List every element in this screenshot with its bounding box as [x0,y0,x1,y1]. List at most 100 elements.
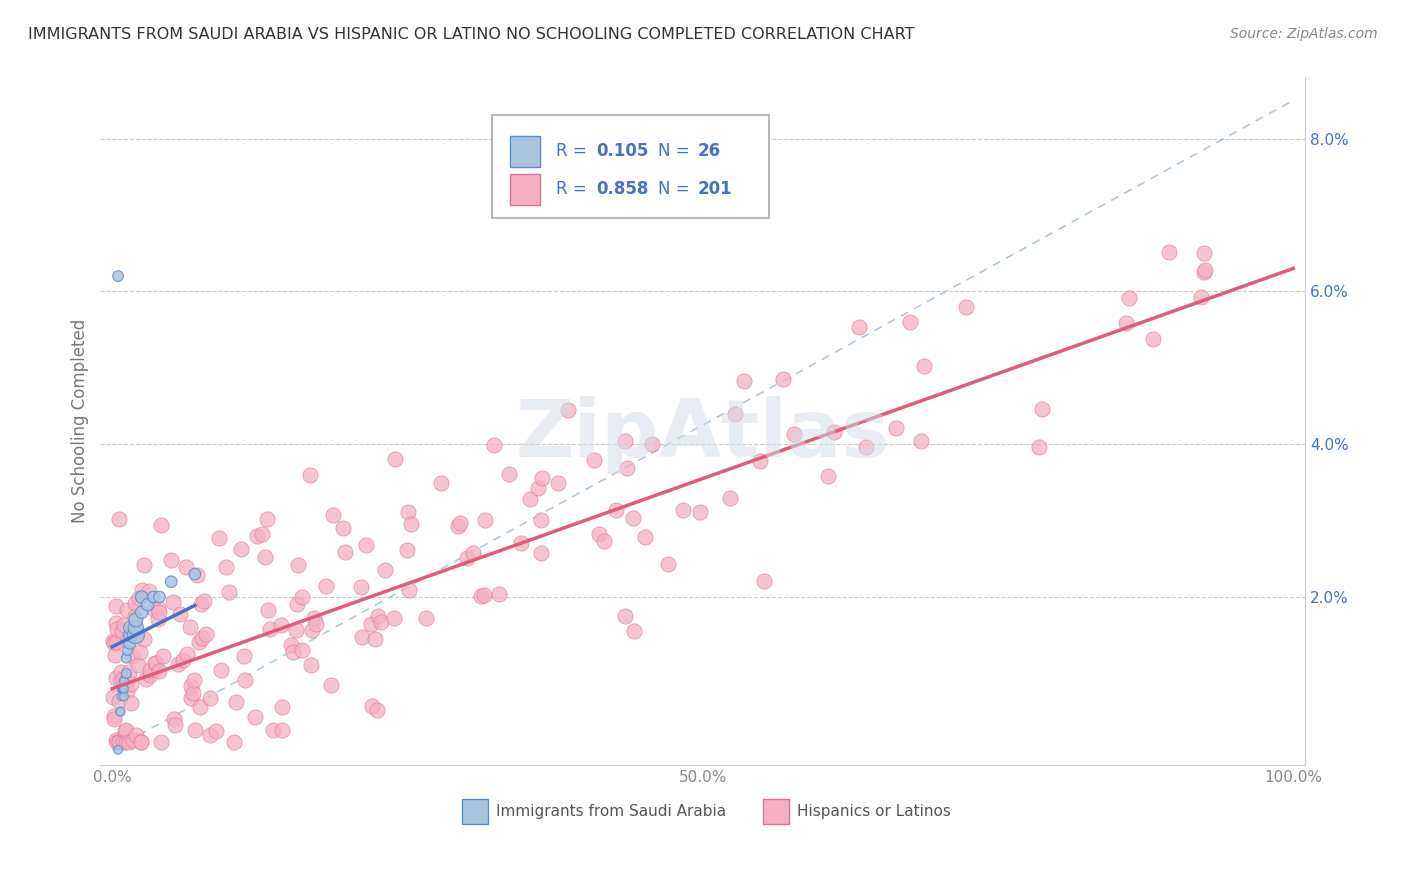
FancyBboxPatch shape [461,799,488,823]
Point [301,623,323,637]
Point [718,491,741,506]
Text: 201: 201 [697,180,733,198]
Point [530,546,553,560]
Y-axis label: No Schooling Completed: No Schooling Completed [72,319,89,524]
Point [111,624,134,639]
Text: R =: R = [555,180,592,198]
Point [160,574,183,589]
Point [107,743,129,757]
Point [360,698,382,713]
Point [1189,290,1212,304]
Point [115,735,138,749]
Point [125,621,148,635]
Point [120,677,142,691]
Point [395,543,418,558]
Point [112,617,135,632]
Text: ZipAtlas: ZipAtlas [516,396,890,474]
Point [110,690,132,704]
Text: 0.858: 0.858 [596,180,650,198]
Point [138,668,160,682]
Point [132,558,155,572]
Point [104,616,127,631]
Point [103,708,125,723]
Point [112,690,135,704]
Point [142,590,165,604]
Point [583,453,606,467]
Point [179,679,201,693]
Text: N =: N = [658,142,695,160]
Point [148,605,170,619]
Point [183,673,205,688]
Point [111,673,134,687]
Point [120,696,142,710]
Point [117,632,139,647]
Point [148,664,170,678]
Point [117,643,139,657]
Point [270,618,292,632]
FancyBboxPatch shape [510,174,540,204]
Point [322,508,344,522]
Point [108,735,131,749]
Point [118,628,141,642]
Point [430,475,453,490]
Point [105,635,128,649]
Point [1118,291,1140,305]
Point [118,735,141,749]
Point [131,583,153,598]
Point [101,634,124,648]
Point [1192,265,1215,279]
Point [259,622,281,636]
Point [257,603,280,617]
Point [110,665,132,679]
Point [356,538,378,552]
Point [138,584,160,599]
Point [1028,440,1050,454]
Point [281,644,304,658]
Point [399,517,422,532]
Point [176,647,198,661]
Point [613,608,636,623]
Point [530,513,553,527]
Point [616,461,638,475]
Point [198,728,221,742]
Point [285,597,308,611]
Point [121,732,143,747]
Point [112,674,135,689]
Point [319,678,342,692]
Point [115,666,138,681]
Text: Immigrants from Saudi Arabia: Immigrants from Saudi Arabia [495,804,725,819]
Point [246,529,269,543]
Point [641,437,664,451]
Point [530,471,553,485]
Point [131,605,153,619]
Point [472,588,495,602]
Point [174,560,197,574]
Point [114,724,136,739]
Point [118,621,141,635]
Point [124,626,146,640]
Point [145,656,167,670]
Point [105,671,128,685]
Point [547,475,569,490]
Point [352,630,374,644]
Point [456,551,478,566]
Point [287,558,309,572]
Point [103,690,125,704]
FancyBboxPatch shape [763,799,789,823]
Point [111,735,134,749]
Point [105,623,128,637]
Point [184,567,207,582]
Point [447,519,470,533]
Point [163,718,186,732]
Point [127,658,149,673]
Point [374,562,396,576]
Point [366,703,388,717]
Point [163,712,186,726]
Point [232,649,254,664]
Point [209,664,232,678]
Point [162,595,184,609]
Point [884,421,907,435]
Point [229,541,252,556]
Point [657,557,679,571]
Point [124,609,146,624]
